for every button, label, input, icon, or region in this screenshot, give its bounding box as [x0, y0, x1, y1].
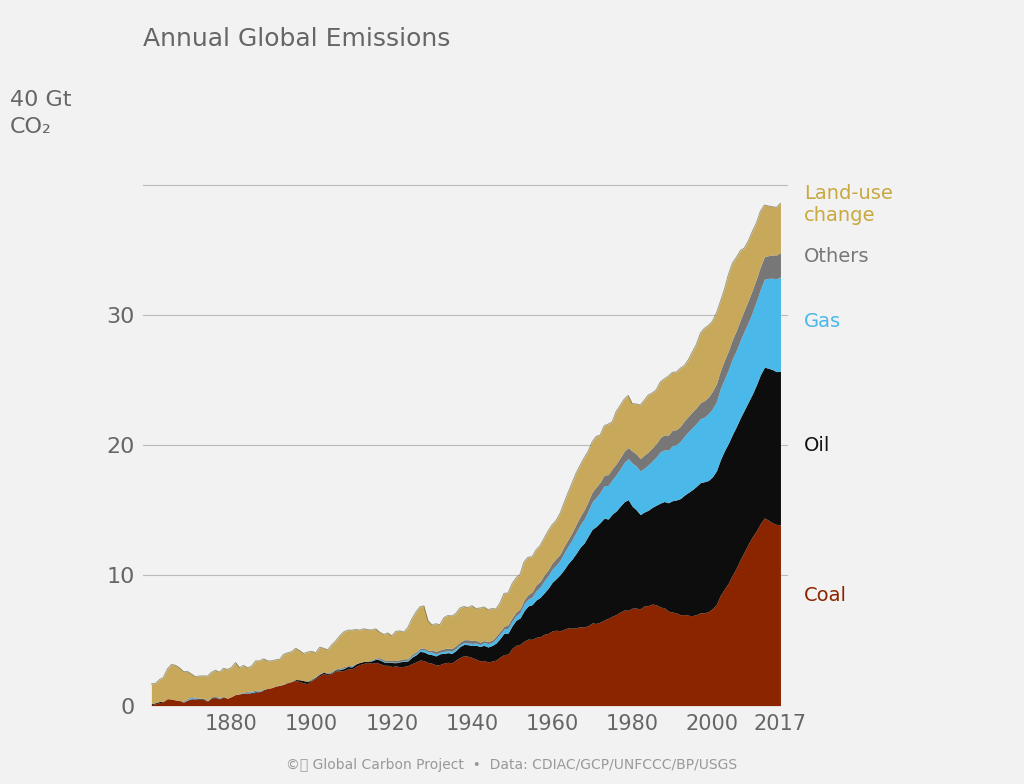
- Text: Others: Others: [804, 247, 869, 267]
- Text: Oil: Oil: [804, 436, 830, 455]
- Text: 40 Gt
CO₂: 40 Gt CO₂: [10, 90, 72, 137]
- Text: Land-use
change: Land-use change: [804, 184, 893, 225]
- Text: ©ⓘ Global Carbon Project  •  Data: CDIAC/GCP/UNFCCC/BP/USGS: ©ⓘ Global Carbon Project • Data: CDIAC/G…: [287, 758, 737, 772]
- Text: Gas: Gas: [804, 312, 841, 332]
- Text: Annual Global Emissions: Annual Global Emissions: [143, 27, 451, 52]
- Text: Coal: Coal: [804, 586, 847, 604]
